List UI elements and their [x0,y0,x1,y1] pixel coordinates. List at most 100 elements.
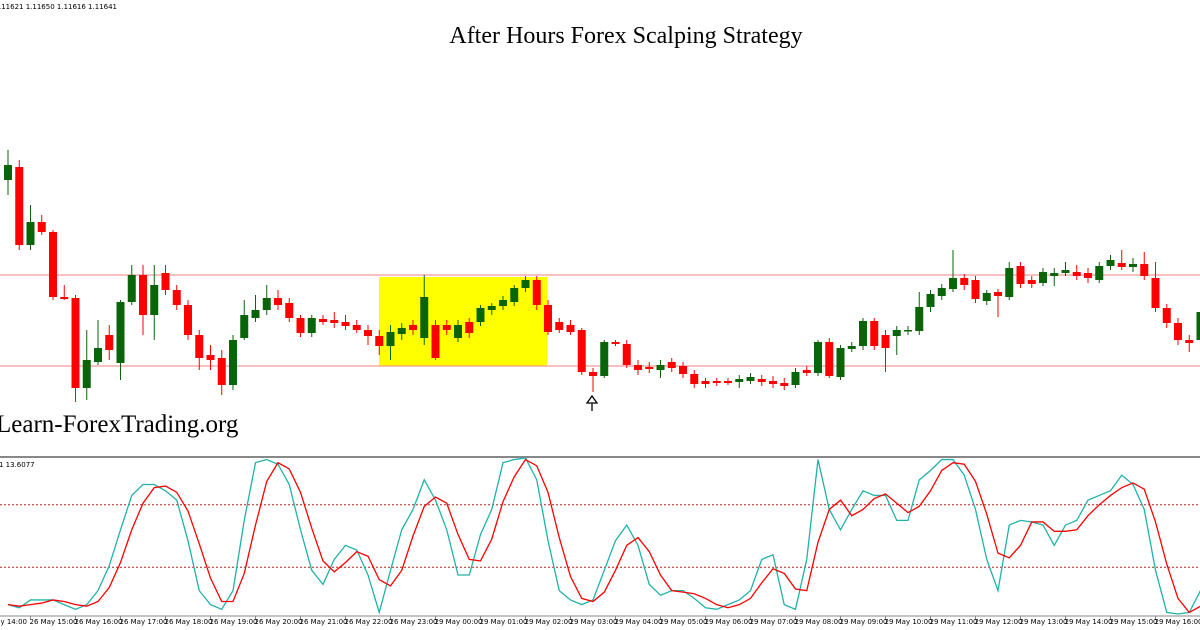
candle-body [645,367,654,369]
candle-body [139,275,147,315]
candle-body [791,372,800,385]
candle-body [836,348,845,377]
candle-body [105,335,114,350]
candle-body [184,305,192,335]
candle-body [499,300,507,306]
x-tick-label: 29 May 01:00 [480,618,528,626]
candle-body [172,290,181,305]
candle-body [870,321,879,346]
x-tick-label: 26 May 20:00 [255,618,303,626]
candle-body [161,273,170,290]
candle-body [1151,278,1160,308]
candle-body [825,342,834,376]
candle-body [285,303,294,318]
stochastic-line [7,458,1200,614]
candle-body [240,315,249,338]
candle-body [847,346,856,349]
candle-body [274,298,282,305]
candle-body [15,167,24,245]
candle-body [49,232,57,297]
candle-body [915,307,924,331]
candle-body [116,302,125,363]
watermark: Learn-ForexTrading.org [0,411,239,438]
candle-body [94,348,102,362]
candle-body [1162,308,1171,323]
candle-body [127,275,136,302]
x-tick-label: 29 May 07:00 [750,618,798,626]
x-tick-label: 26 May 22:00 [345,618,393,626]
candle-body [26,222,35,245]
candle-body [386,332,395,346]
candle-body [544,305,552,332]
candle-body [757,379,766,382]
candle-body [397,328,406,334]
candle-body [960,278,969,285]
candle-body [712,381,721,383]
candle-body [904,330,912,332]
candle-body [814,342,822,373]
candle-body [1084,273,1092,278]
candle-body [746,377,755,381]
x-tick-label: y 14:00 [0,618,27,626]
candle-body [600,342,609,376]
candle-body [859,321,867,346]
candle-body [892,330,901,336]
candle-body [420,297,429,338]
candle-body [690,374,699,384]
x-tick-label: 29 May 09:00 [840,618,888,626]
candle-body [1174,323,1182,340]
candle-body [352,325,361,330]
candle-body [611,342,620,344]
candle-body [1129,264,1137,267]
candle-body [1095,266,1104,280]
ohlc-info: .11621 1.11650 1.11616 1.11641 [0,3,117,11]
candle-body [510,288,519,302]
candle-body [454,325,462,338]
x-tick-label: 26 May 17:00 [120,618,168,626]
x-tick-label: 29 May 02:00 [525,618,573,626]
candle-body [724,381,732,383]
candle-body [769,381,777,384]
candle-body [262,298,271,310]
candle-body [1072,272,1081,276]
x-tick-label: 26 May 23:00 [390,618,438,626]
x-tick-label: 29 May 06:00 [705,618,753,626]
highlight-box [379,277,547,366]
candle-body [1027,280,1036,284]
candle-body [476,308,485,322]
candle-body [217,358,226,385]
candle-body [1039,272,1047,283]
x-tick-label: 29 May 03:00 [570,618,618,626]
x-tick-label: 29 May 15:00 [1110,618,1158,626]
candle-body [341,322,350,326]
candle-body [206,355,215,360]
candle-body [780,383,789,386]
candle-body [1050,273,1059,276]
candle-body [195,335,204,358]
indicator-label: 1 13.6077 [0,461,35,469]
stochastic-line [7,457,1200,615]
candle-body [802,370,811,373]
x-tick-label: 26 May 21:00 [300,618,348,626]
candle-body [409,325,417,330]
candle-body [1016,266,1025,284]
candle-body [1005,268,1014,297]
x-tick-label: 29 May 08:00 [795,618,843,626]
x-tick-label: 26 May 15:00 [30,618,78,626]
candle-body [487,306,496,310]
candle-body [431,325,440,358]
x-tick-label: 26 May 18:00 [165,618,213,626]
candle-body [577,330,586,372]
candle-body [679,366,687,374]
x-tick-label: 29 May 13:00 [1020,618,1068,626]
candle-body [60,297,69,299]
candle-body [521,280,530,288]
candle-body [881,335,890,348]
candle-body [37,222,46,232]
candle-body [634,365,642,370]
candle-body [994,292,1002,296]
candle-body [229,340,237,385]
x-tick-label: 29 May 11:00 [930,618,978,626]
x-tick-label: 29 May 12:00 [975,618,1023,626]
